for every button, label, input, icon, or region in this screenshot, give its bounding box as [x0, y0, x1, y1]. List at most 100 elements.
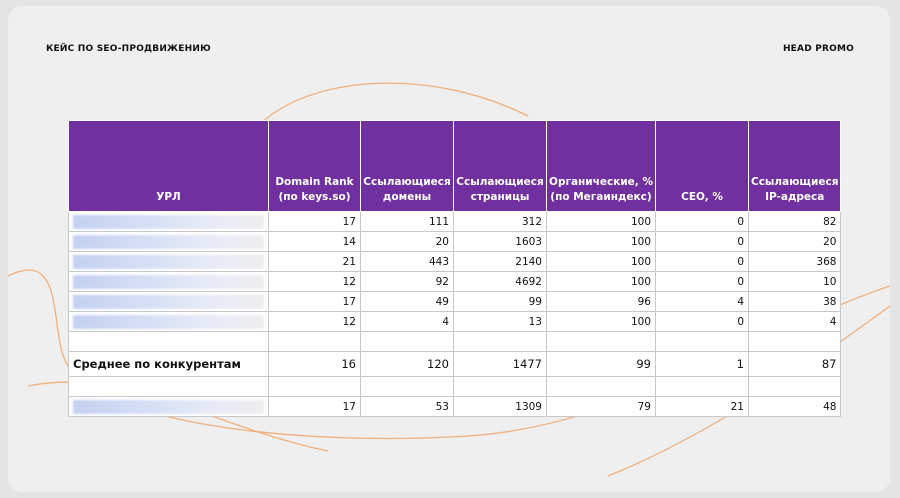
column-header: Domain Rank (по keys.so): [268, 120, 361, 212]
empty-row: [68, 331, 842, 352]
value-cell: 0: [655, 251, 749, 272]
url-cell: [68, 251, 269, 272]
value-cell: 12: [268, 311, 361, 332]
url-cell: [68, 211, 269, 232]
value-cell: 100: [546, 311, 656, 332]
value-cell: 16: [268, 351, 361, 377]
value-cell: 111: [360, 211, 454, 232]
value-cell: 99: [546, 351, 656, 377]
value-cell: 1477: [453, 351, 547, 377]
blurred-url: [73, 234, 264, 249]
empty-cell: [747, 376, 842, 397]
value-cell: 2140: [453, 251, 547, 272]
value-cell: 87: [747, 351, 842, 377]
blurred-url: [73, 274, 264, 289]
url-cell: [68, 291, 269, 312]
empty-cell: [655, 331, 749, 352]
column-header: Ссылающиеся домены: [360, 120, 454, 212]
value-cell: 0: [655, 271, 749, 292]
value-cell: 79: [546, 396, 656, 417]
empty-cell: [68, 331, 269, 352]
value-cell: 312: [453, 211, 547, 232]
empty-cell: [268, 331, 361, 352]
column-header: УРЛ: [68, 120, 269, 212]
value-cell: 20: [747, 231, 842, 252]
empty-cell: [453, 376, 547, 397]
url-cell: [68, 231, 269, 252]
value-cell: 99: [453, 291, 547, 312]
value-cell: 100: [546, 271, 656, 292]
value-cell: 4692: [453, 271, 547, 292]
value-cell: 17: [268, 396, 361, 417]
value-cell: 53: [360, 396, 454, 417]
value-cell: 49: [360, 291, 454, 312]
value-cell: 10: [747, 271, 842, 292]
value-cell: 17: [268, 291, 361, 312]
value-cell: 443: [360, 251, 454, 272]
blurred-url: [73, 214, 264, 229]
table-body: 17 111 312 100 0 82 14 20 1603 100 0 20 21 443 2140 100…: [68, 211, 842, 417]
average-row: Среднее по конкурентам 16 120 1477 99 1 87: [68, 351, 842, 377]
column-header: Органические, % (по Мегаиндекс): [546, 120, 656, 212]
blurred-url: [73, 294, 264, 309]
value-cell: 0: [655, 231, 749, 252]
value-cell: 100: [546, 211, 656, 232]
competitor-row: 17 49 99 96 4 38: [68, 291, 842, 312]
url-cell: [68, 271, 269, 292]
empty-cell: [546, 376, 656, 397]
url-cell: [68, 396, 269, 417]
value-cell: 21: [655, 396, 749, 417]
column-header: Ссылающиеся страницы: [453, 120, 547, 212]
value-cell: 1309: [453, 396, 547, 417]
empty-cell: [747, 331, 842, 352]
value-cell: 14: [268, 231, 361, 252]
comparison-table: УРЛ Domain Rank (по keys.so) Ссылающиеся д…: [68, 120, 842, 417]
value-cell: 12: [268, 271, 361, 292]
card: КЕЙС ПО SEO-ПРОДВИЖЕНИЮ HEAD PROMO УРЛ Do…: [8, 6, 890, 492]
header-row: УРЛ Domain Rank (по keys.so) Ссылающиеся д…: [68, 120, 842, 212]
value-cell: 82: [747, 211, 842, 232]
empty-cell: [68, 376, 269, 397]
column-header: Ссылающиеся IP-адреса: [747, 120, 842, 212]
competitor-row: 14 20 1603 100 0 20: [68, 231, 842, 252]
competitor-row: 17 111 312 100 0 82: [68, 211, 842, 232]
value-cell: 92: [360, 271, 454, 292]
value-cell: 368: [747, 251, 842, 272]
value-cell: 0: [655, 211, 749, 232]
value-cell: 4: [655, 291, 749, 312]
curve: [257, 82, 529, 127]
case-title: КЕЙС ПО SEO-ПРОДВИЖЕНИЮ: [46, 44, 211, 54]
own-row: 17 53 1309 79 21 48: [68, 396, 842, 417]
value-cell: 13: [453, 311, 547, 332]
empty-cell: [546, 331, 656, 352]
value-cell: 100: [546, 231, 656, 252]
empty-cell: [655, 376, 749, 397]
competitor-row: 12 92 4692 100 0 10: [68, 271, 842, 292]
value-cell: 38: [747, 291, 842, 312]
column-header: CEO, %: [655, 120, 749, 212]
blurred-url: [73, 314, 264, 329]
value-cell: 96: [546, 291, 656, 312]
value-cell: 0: [655, 311, 749, 332]
average-label: Среднее по конкурентам: [68, 351, 269, 377]
value-cell: 1: [655, 351, 749, 377]
value-cell: 48: [747, 396, 842, 417]
empty-row: [68, 376, 842, 397]
competitor-row: 21 443 2140 100 0 368: [68, 251, 842, 272]
empty-cell: [268, 376, 361, 397]
value-cell: 4: [747, 311, 842, 332]
empty-cell: [360, 376, 454, 397]
value-cell: 4: [360, 311, 454, 332]
brand: HEAD PROMO: [782, 44, 854, 54]
blurred-url: [73, 399, 264, 414]
blurred-url: [73, 254, 264, 269]
competitor-row: 12 4 13 100 0 4: [68, 311, 842, 332]
value-cell: 21: [268, 251, 361, 272]
value-cell: 1603: [453, 231, 547, 252]
value-cell: 20: [360, 231, 454, 252]
empty-cell: [360, 331, 454, 352]
empty-cell: [453, 331, 547, 352]
url-cell: [68, 311, 269, 332]
value-cell: 17: [268, 211, 361, 232]
